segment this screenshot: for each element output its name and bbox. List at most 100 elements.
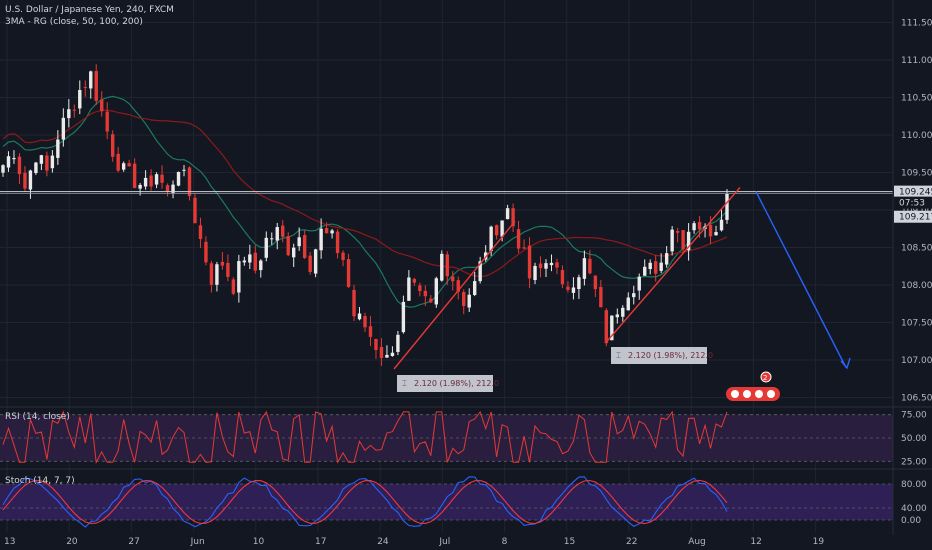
candle-body[interactable]: [533, 265, 537, 281]
candle-body[interactable]: [599, 286, 603, 308]
candle-body[interactable]: [610, 315, 614, 341]
projection-line[interactable]: [755, 191, 847, 368]
candle-body[interactable]: [220, 261, 225, 266]
candle-body[interactable]: [472, 281, 477, 295]
candle-body[interactable]: [308, 255, 312, 272]
candle-body[interactable]: [105, 111, 109, 132]
candle-body[interactable]: [138, 184, 142, 189]
candle-body[interactable]: [209, 263, 214, 285]
candle-body[interactable]: [1, 165, 5, 173]
candle-body[interactable]: [626, 297, 630, 311]
event-icon[interactable]: [743, 390, 751, 398]
candle-body[interactable]: [116, 153, 120, 171]
candle-body[interactable]: [286, 236, 290, 256]
candle-body[interactable]: [165, 185, 170, 192]
candle-body[interactable]: [110, 134, 115, 157]
candle-body[interactable]: [231, 279, 236, 294]
candle-body[interactable]: [242, 260, 247, 263]
candle-body[interactable]: [582, 258, 587, 279]
candle-body[interactable]: [686, 231, 691, 251]
candle-body[interactable]: [275, 227, 279, 241]
candle-body[interactable]: [237, 261, 241, 293]
candle-body[interactable]: [270, 238, 274, 240]
candle-body[interactable]: [313, 249, 318, 274]
candle-body[interactable]: [182, 169, 186, 171]
candle-body[interactable]: [412, 279, 417, 283]
events-strip[interactable]: [726, 387, 780, 401]
candle-body[interactable]: [697, 221, 702, 230]
candle-body[interactable]: [451, 276, 455, 282]
candle-body[interactable]: [708, 224, 713, 237]
candle-body[interactable]: [434, 278, 439, 305]
candle-body[interactable]: [341, 252, 345, 261]
trendline[interactable]: [606, 187, 741, 342]
candle-body[interactable]: [34, 162, 38, 173]
candle-body[interactable]: [555, 262, 559, 268]
candle-body[interactable]: [23, 172, 27, 189]
candle-body[interactable]: [357, 313, 362, 320]
candle-body[interactable]: [423, 290, 428, 297]
candle-body[interactable]: [324, 228, 329, 234]
candle-body[interactable]: [363, 315, 367, 328]
candle-body[interactable]: [725, 193, 729, 220]
candle-body[interactable]: [171, 184, 175, 193]
candle-body[interactable]: [692, 223, 696, 231]
event-icon[interactable]: [755, 390, 763, 398]
candle-body[interactable]: [401, 301, 406, 333]
price-axis[interactable]: 111.500111.000110.500110.000109.500109.0…: [894, 19, 932, 404]
candle-body[interactable]: [198, 225, 203, 240]
candle-body[interactable]: [226, 262, 230, 277]
stoch-d-line[interactable]: [2, 479, 728, 525]
candle-body[interactable]: [571, 287, 576, 293]
candle-body[interactable]: [143, 177, 148, 187]
candle-body[interactable]: [714, 232, 718, 236]
rsi-axis[interactable]: 75.00 50.00 25.00: [901, 411, 927, 468]
candle-body[interactable]: [193, 197, 197, 224]
candle-body[interactable]: [577, 277, 581, 289]
candle-body[interactable]: [67, 109, 71, 119]
candle-body[interactable]: [632, 293, 636, 298]
candle-body[interactable]: [121, 163, 126, 170]
candle-body[interactable]: [681, 230, 685, 250]
candle-body[interactable]: [385, 354, 389, 358]
candle-body[interactable]: [176, 171, 181, 186]
candle-body[interactable]: [648, 262, 652, 270]
candle-body[interactable]: [89, 71, 93, 89]
candle-body[interactable]: [538, 263, 543, 269]
candle-body[interactable]: [462, 291, 466, 306]
candle-body[interactable]: [127, 163, 131, 167]
candle-body[interactable]: [28, 170, 33, 190]
candle-body[interactable]: [621, 307, 625, 317]
candle-body[interactable]: [527, 245, 532, 279]
candle-body[interactable]: [396, 334, 400, 352]
event-icon[interactable]: [731, 390, 739, 398]
candle-body[interactable]: [50, 155, 55, 169]
candle-body[interactable]: [440, 253, 444, 281]
time-axis[interactable]: 13 20 27 Jun 10 17 24 Jul 8 15 22 Aug 12 19: [4, 537, 824, 547]
candle-body[interactable]: [264, 237, 268, 258]
candle-body[interactable]: [56, 139, 60, 158]
candle-body[interactable]: [154, 174, 159, 185]
candle-body[interactable]: [429, 298, 433, 303]
candle-body[interactable]: [72, 109, 77, 111]
candle-body[interactable]: [456, 280, 460, 292]
candle-body[interactable]: [615, 314, 620, 318]
measure-label-left[interactable]: ⌶ 2.120 (1.98%), 212.0: [397, 375, 499, 392]
candle-body[interactable]: [17, 156, 22, 175]
event-badge-icon[interactable]: [760, 371, 772, 383]
candle-body[interactable]: [505, 208, 510, 220]
candle-body[interactable]: [643, 266, 647, 276]
candle-body[interactable]: [319, 228, 323, 251]
candle-body[interactable]: [61, 117, 66, 140]
candle-body[interactable]: [544, 263, 548, 269]
candle-body[interactable]: [664, 253, 669, 265]
candle-body[interactable]: [297, 237, 301, 247]
candle-body[interactable]: [659, 262, 663, 271]
candle-body[interactable]: [352, 289, 356, 317]
candle-body[interactable]: [291, 247, 296, 258]
stoch-axis[interactable]: 80.00 40.00 0.00: [901, 480, 927, 526]
candle-body[interactable]: [160, 174, 164, 183]
candle-body[interactable]: [132, 163, 137, 188]
candle-body[interactable]: [522, 247, 526, 249]
